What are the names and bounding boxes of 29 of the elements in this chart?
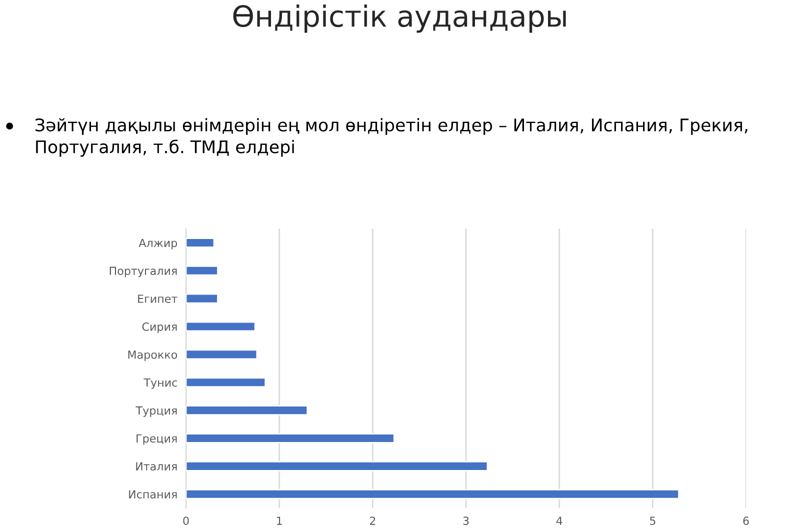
bar bbox=[186, 321, 256, 332]
y-tick-label: Марокко bbox=[128, 350, 178, 361]
bar bbox=[186, 377, 266, 388]
bar bbox=[186, 293, 218, 304]
bar bbox=[186, 433, 395, 444]
text: Зәйтүн дақылы өнімдерін ең мол өндіретін елдер – Италия, Испания, Грекия, Португалия, т.б. ТМД елдері bbox=[36, 118, 748, 157]
x-tick-label: 3 bbox=[463, 516, 469, 525]
y-tick-label: Италия bbox=[136, 462, 177, 471]
y-tick-label: Алжир bbox=[138, 238, 178, 250]
y-tick-label: Турция bbox=[136, 406, 177, 417]
bar bbox=[186, 488, 680, 500]
x-tick-label: 0 bbox=[183, 516, 189, 525]
bar bbox=[186, 405, 308, 416]
x-tick-label: 5 bbox=[650, 516, 656, 525]
x-tick-label: 4 bbox=[556, 516, 562, 525]
y-tick-label: Португалия bbox=[110, 266, 177, 278]
y-tick-label: Египет bbox=[138, 294, 178, 303]
y-tick-label: Греция bbox=[136, 434, 177, 445]
y-tick-label: Сирия bbox=[142, 322, 177, 334]
y-tick-label: Тунис bbox=[144, 378, 177, 389]
x-tick-label: 6 bbox=[743, 516, 749, 525]
x-tick-label: 1 bbox=[277, 516, 282, 525]
y-tick-label: Испания bbox=[129, 490, 177, 498]
bar bbox=[186, 349, 258, 360]
bar bbox=[186, 461, 488, 472]
bar bbox=[186, 238, 215, 248]
chart-title: Өндірістік аудандары bbox=[233, 4, 566, 33]
bar bbox=[186, 265, 218, 276]
x-tick-label: 2 bbox=[370, 516, 376, 525]
